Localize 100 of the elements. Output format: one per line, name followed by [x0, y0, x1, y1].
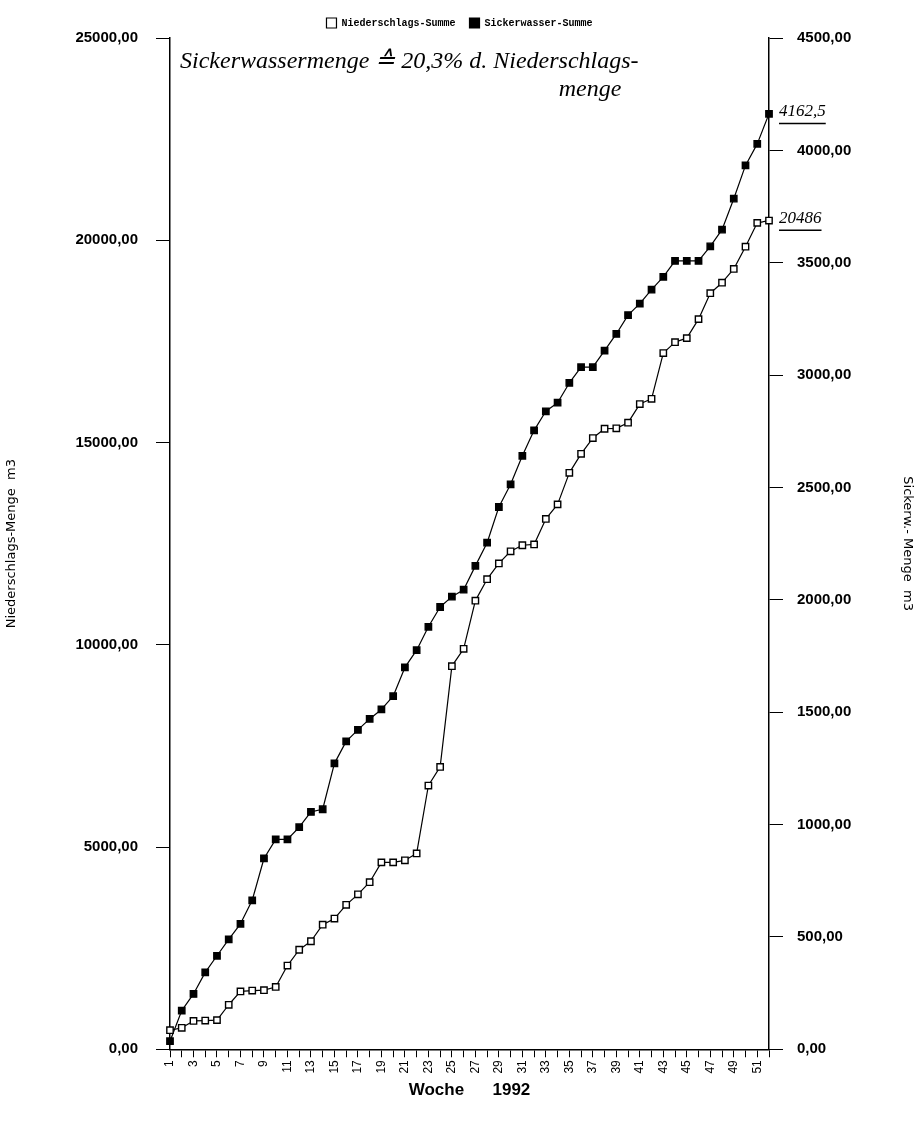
point [694, 315, 703, 324]
point [177, 1006, 186, 1015]
point [765, 216, 773, 225]
legend-label: Niederschlags-Summe [341, 17, 456, 29]
point [213, 1016, 221, 1025]
point [471, 596, 480, 605]
point [483, 575, 491, 584]
point [718, 278, 726, 287]
point [177, 1023, 186, 1032]
point [494, 559, 503, 568]
x-tick-label: 17 [350, 1059, 365, 1074]
point [224, 935, 233, 944]
y2-tick-label: 2000,00 [797, 589, 852, 607]
x-tick-label: 21 [397, 1059, 412, 1074]
point [201, 968, 210, 977]
point [588, 434, 597, 442]
point [494, 503, 503, 511]
point [342, 900, 351, 909]
point [659, 273, 668, 281]
x-tick-label: 51 [749, 1059, 764, 1074]
x-tick-label: 27 [467, 1059, 482, 1074]
point [389, 692, 398, 701]
x-tick-label: 45 [679, 1059, 694, 1074]
x-axis-title: Woche 1992 [408, 1080, 531, 1100]
point [189, 990, 198, 998]
point [271, 835, 280, 844]
x-tick-label: 5 [209, 1059, 224, 1067]
y2-tick-label: 1000,00 [797, 814, 852, 832]
point [600, 424, 609, 433]
point [541, 515, 550, 523]
point [729, 265, 738, 273]
point [248, 986, 257, 995]
data-label: 4162,5 [779, 101, 826, 121]
point [565, 468, 574, 477]
point [448, 592, 456, 601]
legend-label: Sickerwasser-Summe [484, 17, 593, 29]
point [729, 194, 738, 203]
point [647, 285, 656, 294]
point [530, 540, 538, 549]
point [318, 805, 327, 814]
point [588, 363, 597, 372]
y2-tick-label: 0,00 [797, 1039, 827, 1057]
y-tick-label: 20000,00 [75, 230, 138, 248]
y2-tick-label: 3500,00 [797, 252, 852, 270]
point [577, 363, 585, 372]
data-label: 20486 [779, 208, 822, 228]
x-tick-label: 9 [256, 1059, 271, 1067]
point [635, 400, 644, 408]
point [377, 858, 386, 867]
point [518, 451, 527, 460]
point [166, 1037, 174, 1046]
point [471, 561, 480, 570]
y2-tick-label: 500,00 [797, 927, 843, 945]
point [612, 330, 621, 338]
point [753, 218, 762, 227]
point [741, 242, 750, 251]
point [318, 920, 327, 929]
x-tick-label: 37 [585, 1059, 600, 1074]
point [459, 585, 468, 594]
y-tick-label: 15000,00 [75, 432, 138, 450]
point [389, 858, 398, 867]
point [412, 849, 421, 858]
x-tick-label: 19 [373, 1059, 388, 1074]
point [448, 662, 456, 671]
point [436, 763, 445, 771]
point [553, 398, 562, 407]
point [765, 109, 773, 118]
point [283, 835, 292, 844]
point [753, 139, 762, 148]
point [506, 480, 515, 489]
point [307, 808, 315, 816]
point [224, 1000, 233, 1009]
point [624, 311, 632, 319]
x-tick-label: 47 [702, 1059, 717, 1074]
y2-tick-label: 4500,00 [797, 28, 852, 46]
point [647, 394, 656, 403]
point [459, 644, 468, 653]
point [354, 890, 362, 899]
point [518, 541, 527, 550]
point [365, 715, 374, 723]
point [718, 225, 726, 234]
y-tick-label: 25000,00 [75, 28, 138, 46]
point [694, 257, 703, 265]
point [541, 407, 550, 416]
y-axis-title: Niederschlags-Menge m3 [3, 458, 19, 629]
x-tick-label: 43 [655, 1059, 670, 1074]
x-tick-label: 25 [444, 1059, 459, 1074]
point [624, 418, 632, 427]
point [436, 603, 445, 611]
point [271, 983, 280, 991]
point [260, 854, 268, 863]
point [682, 257, 691, 265]
point [671, 257, 679, 265]
point [166, 1026, 174, 1035]
point [635, 299, 644, 308]
x-tick-label: 49 [726, 1059, 741, 1074]
point [483, 538, 491, 547]
x-tick-label: 3 [185, 1059, 200, 1067]
y-tick-label: 0,00 [108, 1039, 138, 1057]
x-tick-label: 35 [561, 1059, 576, 1074]
